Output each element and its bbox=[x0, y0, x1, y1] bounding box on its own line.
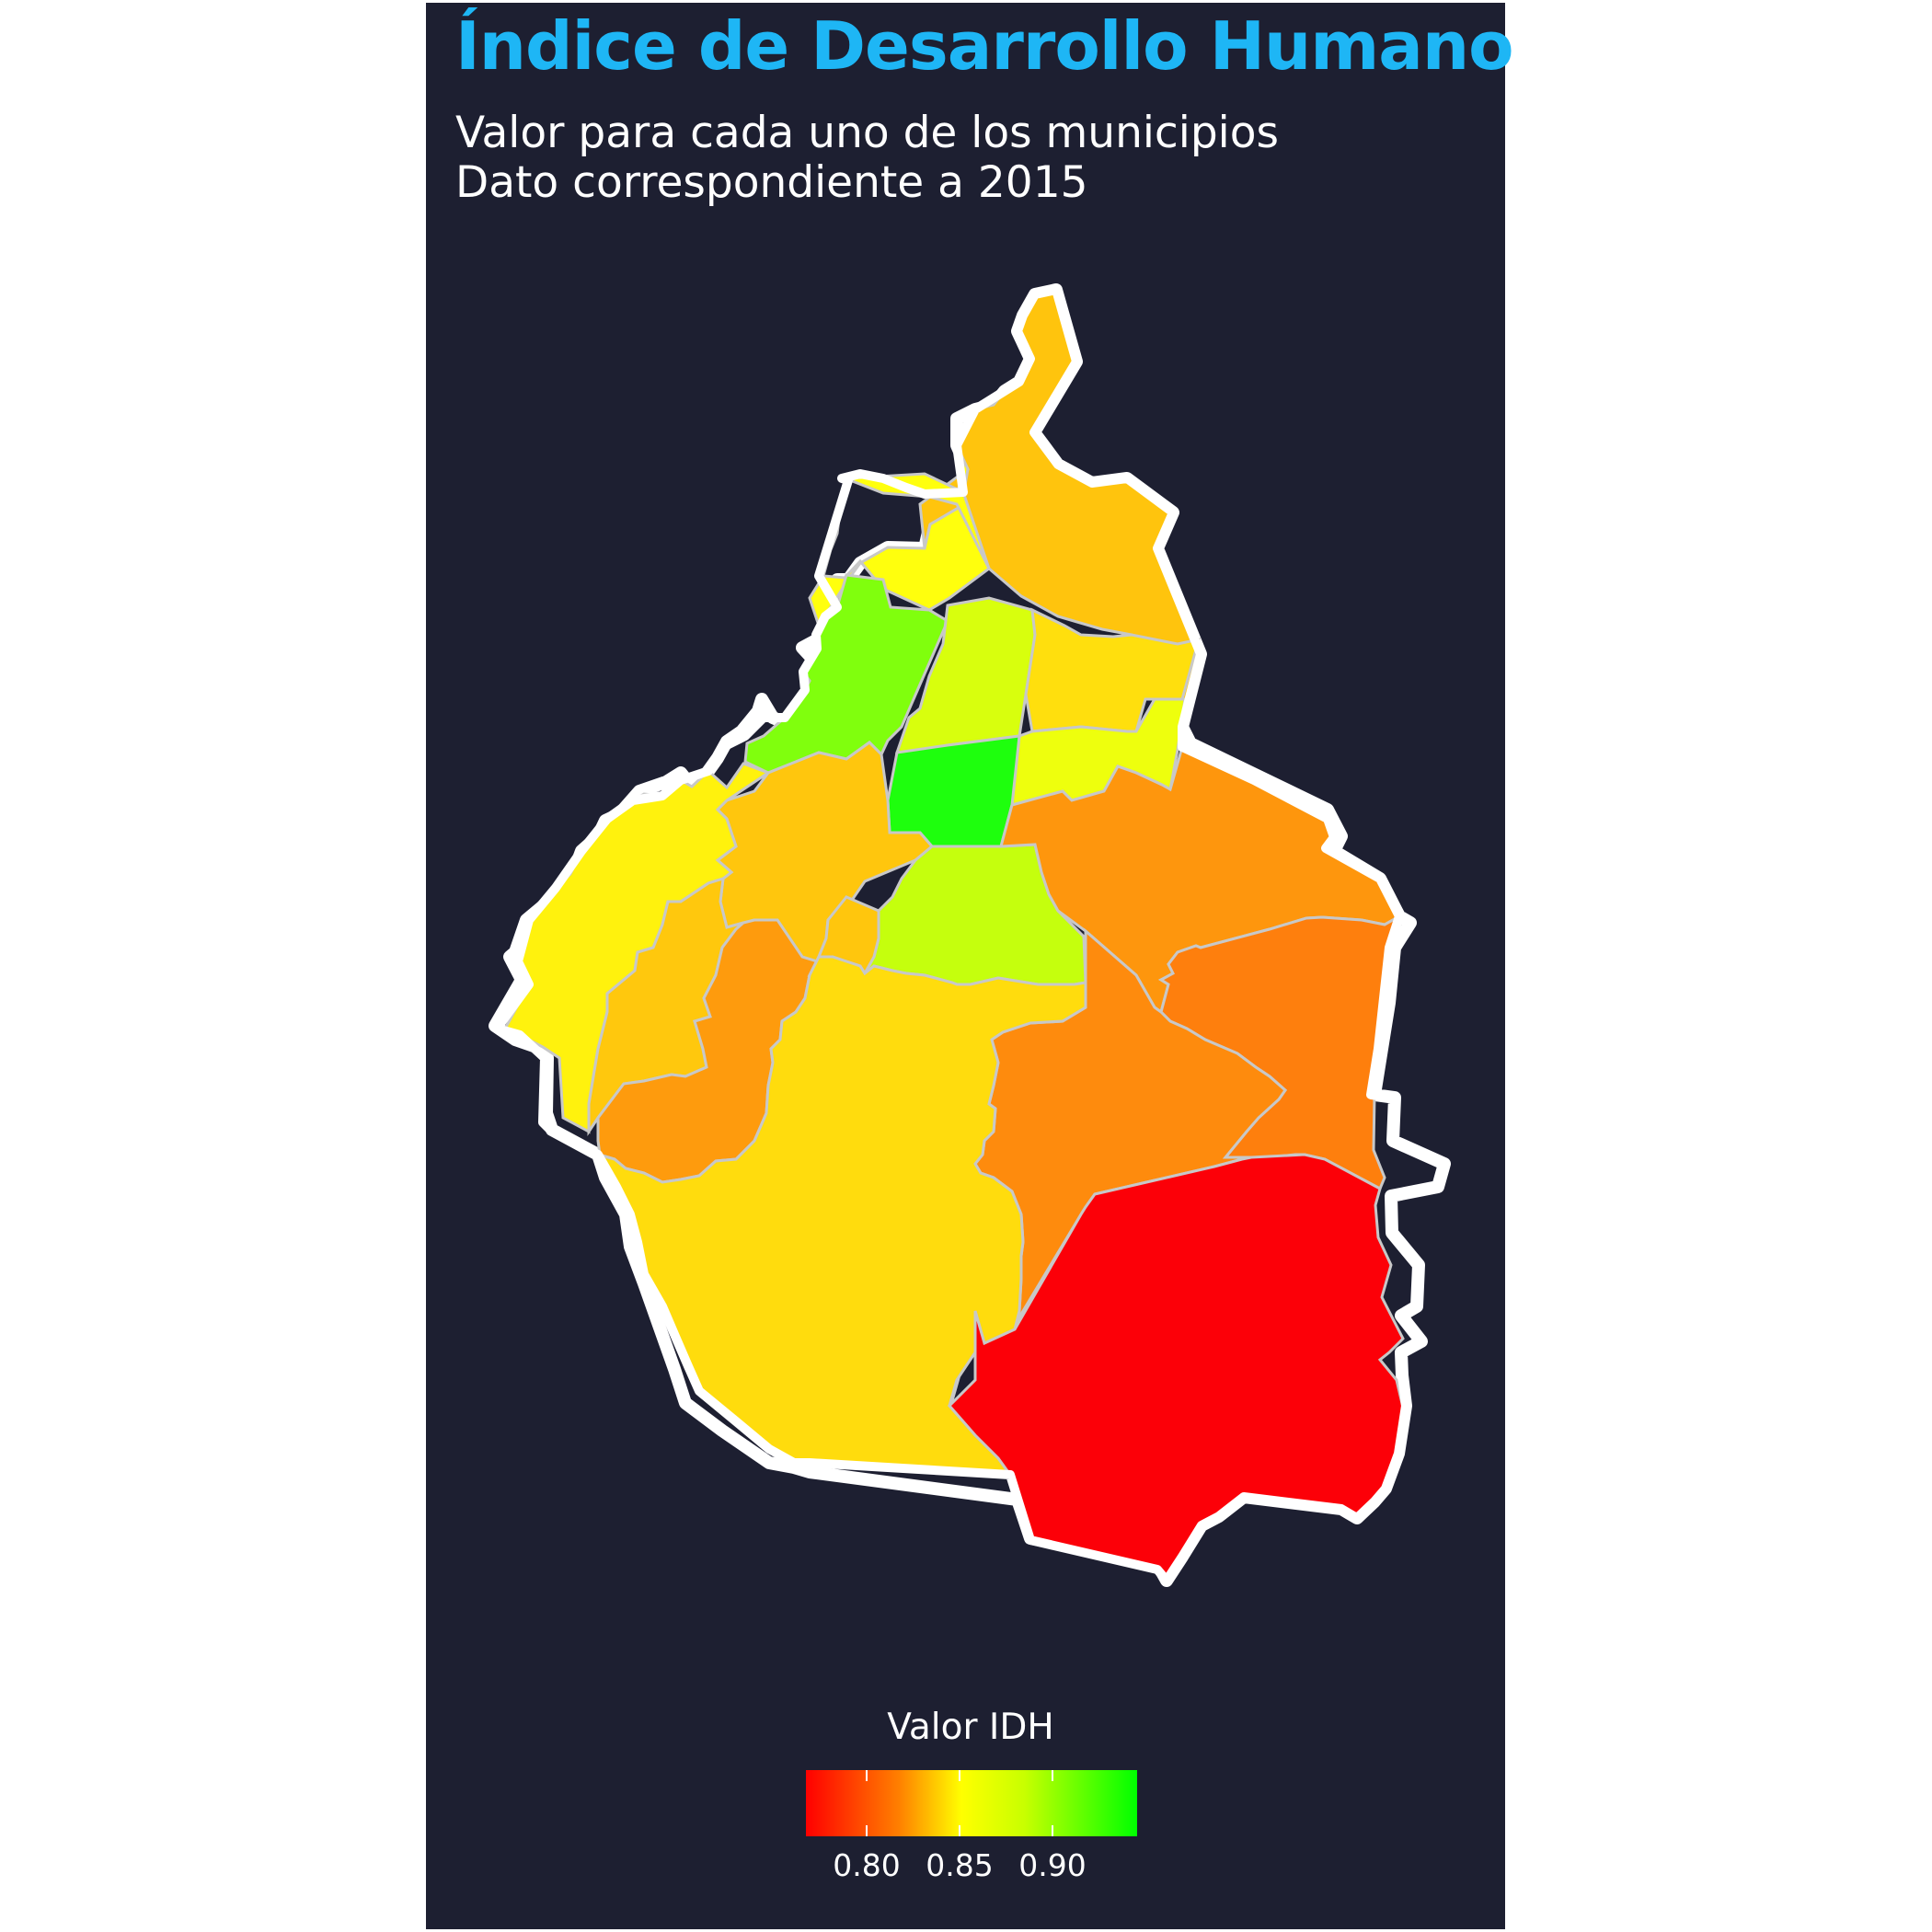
region-northwest bbox=[808, 444, 991, 629]
legend-label-085: 0.85 bbox=[926, 1847, 994, 1883]
map-subtitle-line-1: Valor para cada uno de los municipios bbox=[455, 108, 1279, 158]
legend-label-080: 0.80 bbox=[833, 1847, 901, 1883]
legend-tick-bottom-080 bbox=[866, 1825, 868, 1836]
legend-label-090: 0.90 bbox=[1018, 1847, 1087, 1883]
legend-tick-top-085 bbox=[959, 1770, 960, 1781]
legend-color-bar bbox=[806, 1770, 1137, 1836]
legend-tick-bottom-085 bbox=[959, 1825, 960, 1836]
legend-tick-top-090 bbox=[1052, 1770, 1053, 1781]
map-subtitle-line-2: Dato correspondiente a 2015 bbox=[455, 157, 1088, 208]
city-outline-top bbox=[492, 285, 1449, 1585]
region-center-green bbox=[886, 734, 1021, 848]
map-title: Índice de Desarrollo Humano bbox=[455, 7, 1514, 85]
legend-tick-top-080 bbox=[866, 1770, 868, 1781]
legend-tick-bottom-090 bbox=[1052, 1825, 1053, 1836]
legend-title: Valor IDH bbox=[887, 1707, 1054, 1748]
